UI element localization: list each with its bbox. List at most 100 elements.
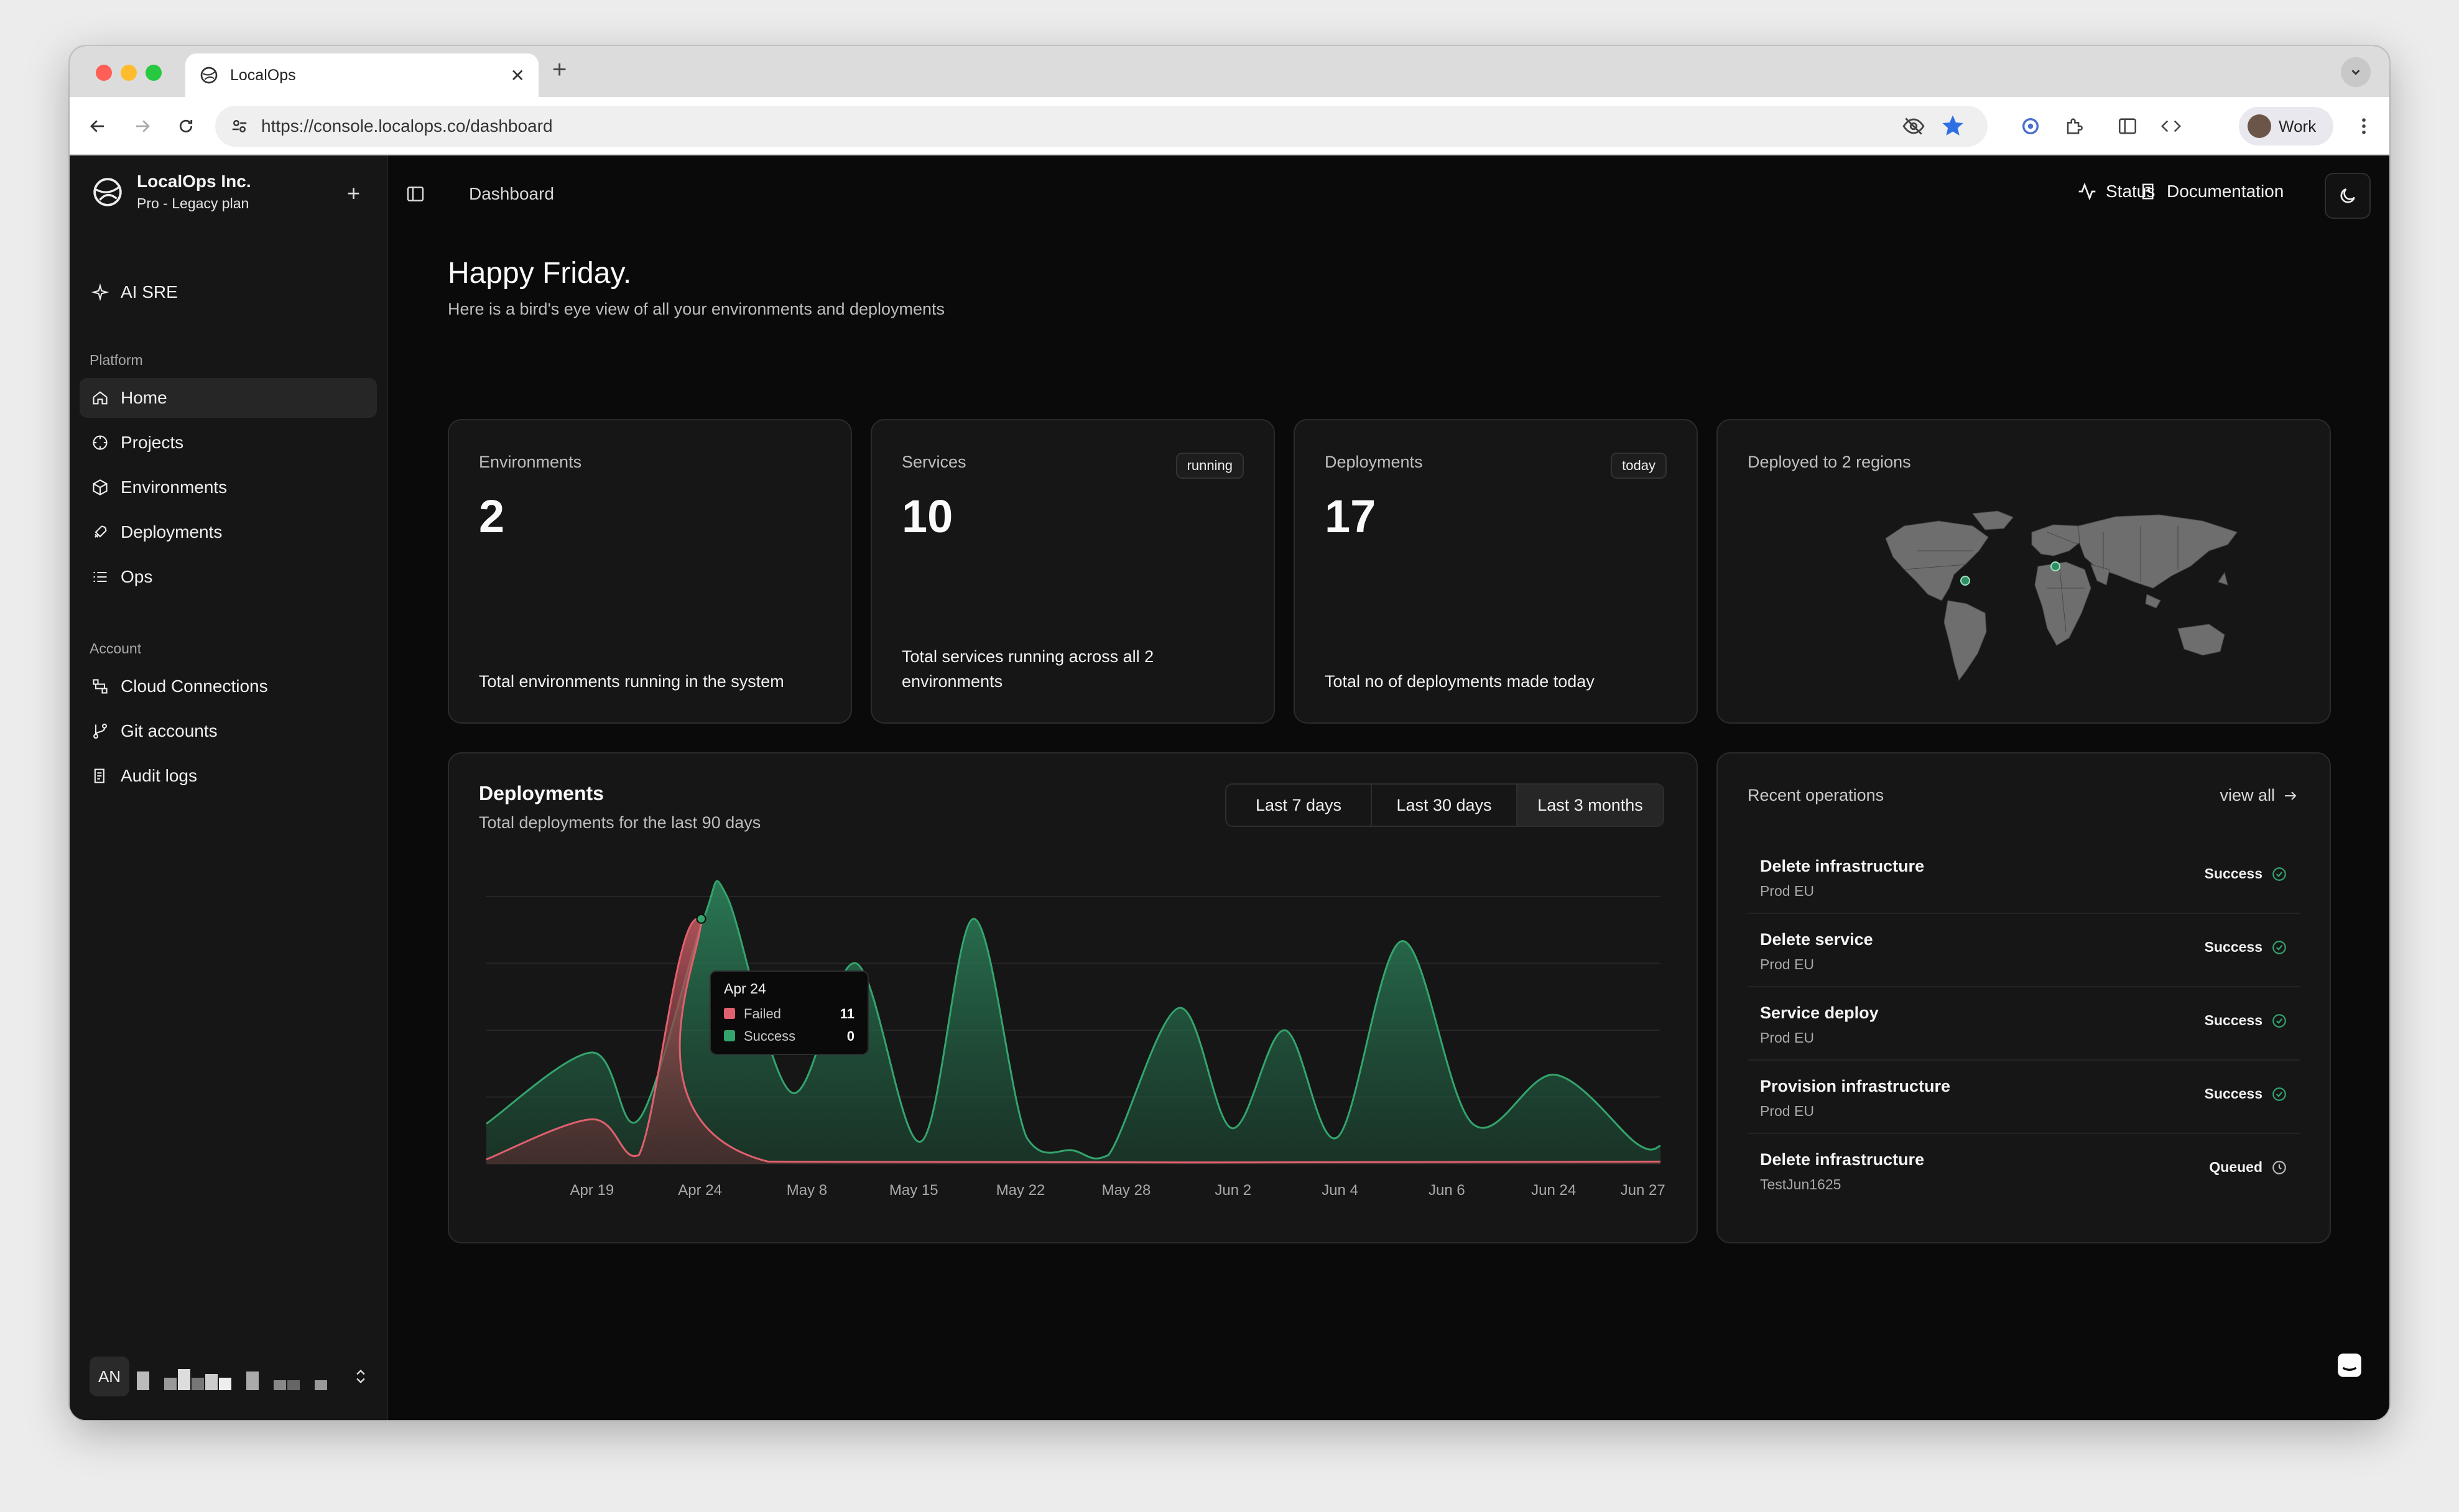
sidebar-item-cloud-connections[interactable]: Cloud Connections bbox=[80, 666, 377, 706]
user-initials: AN bbox=[90, 1357, 129, 1396]
page-title: Happy Friday. bbox=[448, 257, 632, 290]
url-text: https://console.localops.co/dashboard bbox=[261, 116, 553, 136]
check-circle-icon bbox=[2272, 940, 2286, 954]
card-label: Deployments bbox=[1325, 453, 1423, 471]
profile-button[interactable]: Work bbox=[2239, 107, 2333, 145]
tooltip-series-name: Success bbox=[744, 1028, 795, 1044]
sidebar-item-git-accounts[interactable]: Git accounts bbox=[80, 711, 377, 751]
x-tick-label: Jun 6 bbox=[1429, 1182, 1465, 1199]
operation-row[interactable]: Delete service Prod EU Success bbox=[1748, 914, 2300, 987]
operation-row[interactable]: Service deploy Prod EU Success bbox=[1748, 987, 2300, 1061]
browser-tab[interactable]: LocalOps ✕ bbox=[185, 53, 539, 97]
sidebar-item-ai-sre[interactable]: AI SRE bbox=[80, 272, 377, 312]
deployments-area-chart[interactable]: Apr 19 Apr 24 May 8 May 15 May 22 May 28 Jun 2… bbox=[449, 754, 1699, 1245]
theme-toggle-button[interactable] bbox=[2325, 173, 2371, 219]
minimize-window-icon[interactable] bbox=[121, 65, 137, 81]
add-org-icon[interactable]: + bbox=[347, 180, 361, 206]
sidebar-item-audit-logs[interactable]: Audit logs bbox=[80, 756, 377, 796]
operation-env: Prod EU bbox=[1760, 1103, 1814, 1119]
book-icon bbox=[2139, 182, 2158, 201]
user-menu[interactable]: AN bbox=[90, 1357, 369, 1396]
operation-name: Delete infrastructure bbox=[1760, 1150, 1925, 1169]
operation-name: Service deploy bbox=[1760, 1003, 1879, 1022]
card-value: 2 bbox=[479, 491, 505, 542]
sidebar-item-ops[interactable]: Ops bbox=[80, 557, 377, 597]
tooltip-series-value: 0 bbox=[847, 1028, 854, 1044]
page-subtitle: Here is a bird's eye view of all your en… bbox=[448, 300, 945, 318]
region-marker[interactable] bbox=[2050, 561, 2060, 571]
deployments-chart-card: Deployments Total deployments for the la… bbox=[448, 752, 1698, 1243]
org-switcher[interactable]: LocalOps Inc. Pro - Legacy plan bbox=[92, 172, 251, 212]
sidebar-item-label: Cloud Connections bbox=[121, 676, 268, 696]
new-tab-icon[interactable]: + bbox=[552, 56, 567, 83]
sidebar-item-environments[interactable]: Environments bbox=[80, 468, 377, 507]
status-badge: Success bbox=[2205, 939, 2287, 956]
range-30-days[interactable]: Last 30 days bbox=[1372, 785, 1517, 826]
view-all-link[interactable]: view all bbox=[2220, 786, 2300, 805]
x-tick-label: May 22 bbox=[996, 1182, 1045, 1199]
sidebar-item-deployments[interactable]: Deployments bbox=[80, 512, 377, 552]
reload-icon[interactable] bbox=[172, 112, 200, 141]
operation-env: Prod EU bbox=[1760, 956, 1814, 972]
sidebar-item-home[interactable]: Home bbox=[80, 378, 377, 418]
view-all-label: view all bbox=[2220, 786, 2275, 804]
tooltip-swatch bbox=[724, 1030, 735, 1041]
operation-row[interactable]: Provision infrastructure Prod EU Success bbox=[1748, 1061, 2300, 1134]
forward-icon[interactable] bbox=[128, 112, 157, 141]
org-plan: Pro - Legacy plan bbox=[137, 195, 249, 211]
card-value: 17 bbox=[1325, 491, 1376, 542]
address-bar[interactable]: https://console.localops.co/dashboard bbox=[215, 106, 1988, 147]
card-label: Services bbox=[902, 453, 966, 471]
tooltip-series-value: 11 bbox=[840, 1006, 854, 1021]
kebab-menu-icon[interactable] bbox=[2350, 112, 2378, 141]
puzzle-icon[interactable] bbox=[2060, 112, 2088, 141]
maximize-window-icon[interactable] bbox=[146, 65, 162, 81]
operation-row[interactable]: Delete infrastructure TestJun1625 Queued bbox=[1748, 1134, 2300, 1207]
close-window-icon[interactable] bbox=[96, 65, 112, 81]
projects-icon bbox=[91, 433, 109, 452]
range-3-months[interactable]: Last 3 months bbox=[1517, 785, 1663, 826]
status-badge: running bbox=[1175, 453, 1244, 479]
moon-icon bbox=[2340, 188, 2355, 203]
x-tick-label: May 28 bbox=[1102, 1182, 1151, 1199]
tab-search-icon[interactable] bbox=[2341, 57, 2371, 87]
sidebar-item-label: AI SRE bbox=[121, 282, 178, 302]
documentation-link[interactable]: Documentation bbox=[2139, 182, 2284, 201]
world-map bbox=[1885, 510, 2238, 681]
status-badge: Queued bbox=[2209, 1159, 2287, 1176]
back-icon[interactable] bbox=[83, 112, 112, 141]
browser-window: LocalOps ✕ + https://console.localops.co… bbox=[70, 46, 2389, 1420]
star-icon[interactable] bbox=[1940, 113, 1965, 138]
browser-toolbar: https://console.localops.co/dashboard Wo… bbox=[70, 97, 2389, 155]
services-card[interactable]: Services running 10 Total services runni… bbox=[871, 419, 1275, 724]
sidebar-toggle-icon[interactable] bbox=[405, 184, 425, 207]
status-badge: today bbox=[1611, 453, 1667, 479]
sidebar: LocalOps Inc. Pro - Legacy plan + AI SRE… bbox=[70, 155, 388, 1420]
operation-row[interactable]: Delete infrastructure Prod EU Success bbox=[1748, 841, 2300, 914]
eye-off-icon[interactable] bbox=[1902, 114, 1925, 138]
card-description: Total environments running in the system bbox=[479, 672, 784, 691]
chat-support-icon[interactable] bbox=[2326, 1342, 2373, 1389]
sidebar-icon[interactable] bbox=[2113, 112, 2142, 141]
org-name: LocalOps Inc. bbox=[137, 172, 251, 191]
tab-close-icon[interactable]: ✕ bbox=[510, 65, 525, 85]
regions-card[interactable]: Deployed to 2 regions bbox=[1716, 419, 2331, 724]
region-marker[interactable] bbox=[1960, 576, 1970, 586]
check-circle-icon bbox=[2272, 1013, 2286, 1028]
sparkle-icon bbox=[91, 283, 109, 302]
avatar bbox=[2248, 114, 2271, 138]
sidebar-item-projects[interactable]: Projects bbox=[80, 423, 377, 463]
extension-icon[interactable] bbox=[2016, 112, 2045, 141]
environments-card[interactable]: Environments 2 Total environments runnin… bbox=[448, 419, 852, 724]
redacted-username bbox=[137, 1363, 328, 1390]
clock-icon bbox=[2272, 1160, 2286, 1174]
range-7-days[interactable]: Last 7 days bbox=[1226, 785, 1372, 826]
deployments-card[interactable]: Deployments today 17 Total no of deploym… bbox=[1294, 419, 1698, 724]
profile-label: Work bbox=[2279, 116, 2317, 136]
code-icon[interactable] bbox=[2157, 112, 2185, 141]
site-info-icon[interactable] bbox=[230, 117, 249, 136]
operation-name: Delete infrastructure bbox=[1760, 857, 1925, 875]
operation-name: Delete service bbox=[1760, 930, 1873, 949]
tab-bar: LocalOps ✕ + bbox=[70, 46, 2389, 97]
chevrons-up-down-icon[interactable] bbox=[352, 1367, 369, 1386]
